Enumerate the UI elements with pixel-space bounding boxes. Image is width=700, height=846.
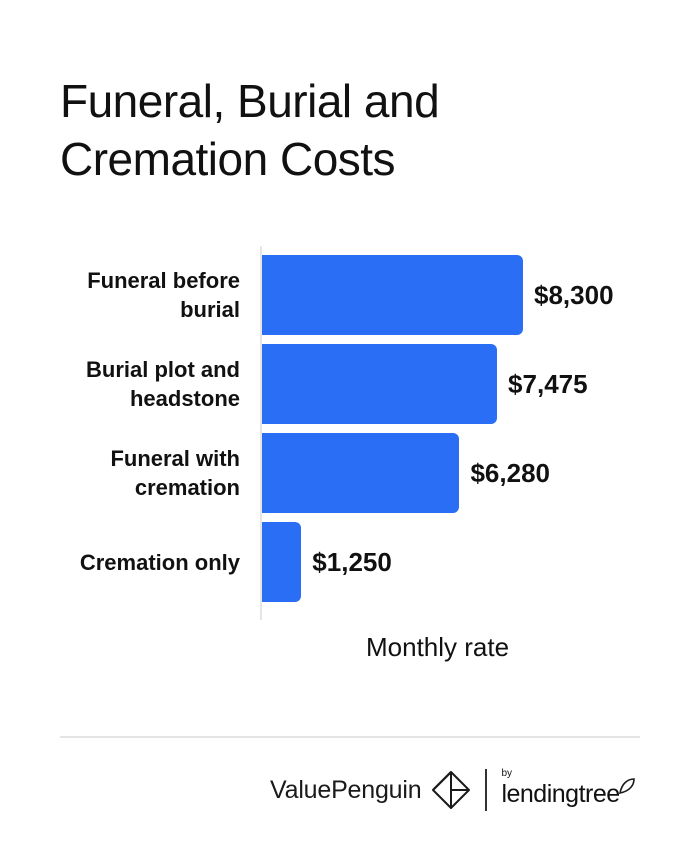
partner-name: lendingtree xyxy=(501,777,635,811)
brand-separator xyxy=(485,769,488,811)
bar-value-label: $7,475 xyxy=(508,369,588,399)
bar xyxy=(262,344,498,424)
partner-name-text: lendingtree xyxy=(501,779,620,808)
bar xyxy=(262,522,302,602)
chart-title: Funeral, Burial and Cremation Costs xyxy=(60,72,620,188)
category-label: Burial plot and headstone xyxy=(0,355,240,413)
bar-value-label: $6,280 xyxy=(470,458,550,488)
category-label-line: Funeral before xyxy=(87,268,240,293)
bar xyxy=(262,433,460,513)
footer-divider xyxy=(60,736,640,738)
category-label-line: headstone xyxy=(129,386,240,411)
leaf-icon xyxy=(618,778,635,795)
category-label: Funeral before burial xyxy=(0,266,240,324)
chart-title-line-1: Funeral, Burial and xyxy=(60,75,440,127)
brand-name: ValuePenguin xyxy=(270,775,422,804)
valuepenguin-logo-icon xyxy=(432,771,471,809)
category-label-line: cremation xyxy=(134,475,240,500)
category-label: Cremation only xyxy=(0,548,240,577)
bar xyxy=(262,255,523,335)
y-axis-line xyxy=(260,246,262,620)
category-label-line: burial xyxy=(180,297,240,322)
chart-title-line-2: Cremation Costs xyxy=(60,133,396,185)
partner-brand: by lendingtree xyxy=(501,769,635,811)
bar-value-label: $8,300 xyxy=(534,280,614,310)
category-label: Funeral with cremation xyxy=(0,444,240,502)
partner-by: by xyxy=(501,768,512,779)
footer-brand: ValuePenguin by lendingtree xyxy=(270,766,636,814)
category-label-line: Cremation only xyxy=(79,549,240,575)
category-label-line: Burial plot and xyxy=(86,357,240,382)
bar-value-label: $1,250 xyxy=(312,547,392,577)
x-axis-label: Monthly rate xyxy=(366,632,510,662)
category-label-line: Funeral with xyxy=(110,446,240,471)
